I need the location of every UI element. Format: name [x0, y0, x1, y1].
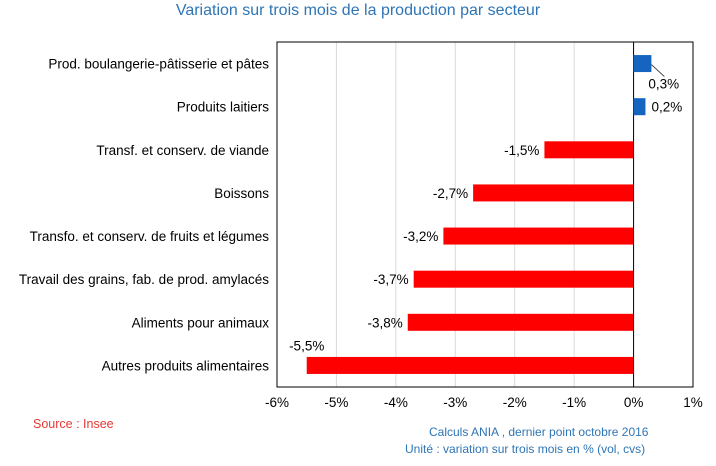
x-tick-label: -1% [562, 395, 586, 410]
bar [306, 356, 634, 374]
data-label: -5,5% [289, 338, 324, 353]
x-tick-label: -4% [384, 395, 408, 410]
chart-title: Variation sur trois mois de la productio… [175, 2, 541, 19]
unit-note: Unité : variation sur trois mois en % (v… [405, 442, 646, 456]
x-tick-label: -2% [503, 395, 527, 410]
category-label: Aliments pour animaux [132, 315, 270, 330]
bar [544, 141, 634, 159]
plot-area-frame [276, 41, 694, 388]
data-label: 0,2% [651, 100, 682, 115]
category-label: Transf. et conserv. de viande [96, 143, 269, 158]
data-label: -3,8% [367, 315, 402, 330]
data-labels: 0,3% 0,2% -1,5% -2,7% -3,2% -3,7% -3,8% -5,5% [289, 77, 682, 354]
x-tick-label: 0% [624, 395, 644, 410]
x-tick-label: -5% [324, 395, 348, 410]
data-label: 0,3% [648, 77, 679, 92]
data-label: -1,5% [504, 143, 539, 158]
bar [443, 227, 634, 245]
category-label: Prod. boulangerie-pâtisserie et pâtes [48, 57, 269, 72]
bar [413, 270, 634, 288]
category-label: Produits laitiers [177, 100, 270, 115]
bar [407, 313, 634, 331]
bar-chart: Prod. boulangerie-pâtisserie et pâtes Pro… [19, 41, 703, 410]
category-label: Autres produits alimentaires [102, 358, 270, 373]
bars [306, 55, 652, 374]
x-tick-label: -6% [265, 395, 289, 410]
category-label: Transfo. et conserv. de fruits et légume… [30, 229, 270, 244]
x-tick-label: 1% [683, 395, 703, 410]
grid-lines [335, 42, 635, 387]
bar [633, 55, 652, 73]
source-note: Source : Insee [33, 417, 114, 431]
bar [473, 184, 634, 202]
data-label: -3,2% [403, 229, 438, 244]
data-label: -3,7% [373, 272, 408, 287]
category-label: Boissons [214, 186, 269, 201]
data-label: -2,7% [433, 186, 468, 201]
label-leader-line [651, 64, 665, 77]
bar [633, 98, 646, 116]
category-label: Travail des grains, fab. de prod. amylac… [19, 272, 269, 287]
x-tick-label: -3% [443, 395, 467, 410]
x-axis-ticks: -6% -5% -4% -3% -2% -1% 0% 1% [265, 395, 703, 410]
label-leaders [651, 64, 665, 77]
category-labels: Prod. boulangerie-pâtisserie et pâtes Pro… [19, 57, 269, 374]
calc-note: Calculs ANIA , dernier point octobre 201… [429, 425, 649, 439]
